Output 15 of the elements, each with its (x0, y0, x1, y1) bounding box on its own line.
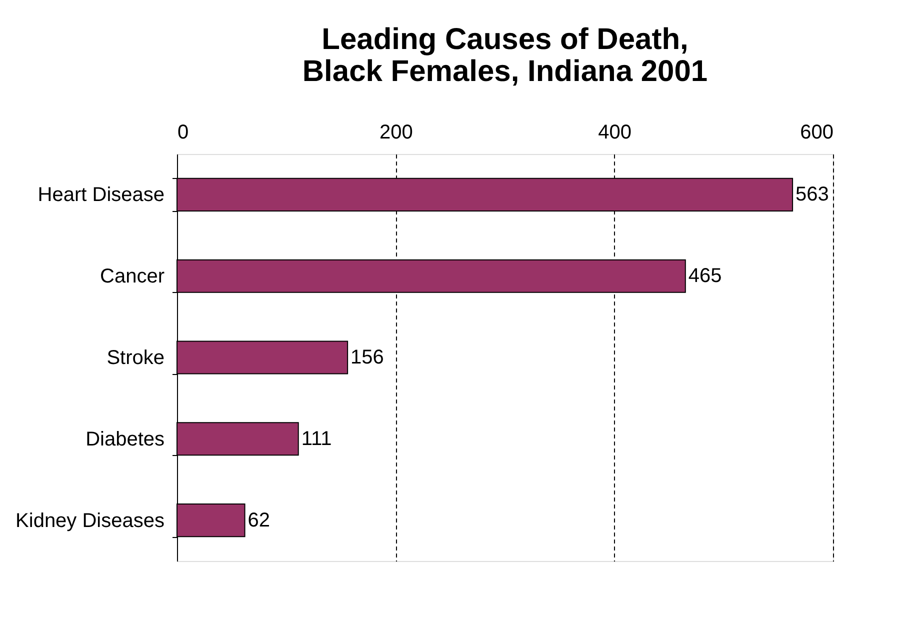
x-tick-label: 400 (598, 122, 632, 144)
y-tick-label: Heart Disease (38, 184, 164, 206)
x-tick-label: 0 (178, 122, 189, 144)
y-tick-label: Kidney Diseases (16, 510, 164, 532)
x-tick-label: 200 (379, 122, 413, 144)
y-tick-label: Cancer (100, 266, 165, 288)
data-label: 465 (688, 265, 722, 288)
y-tick-label: Diabetes (86, 428, 164, 450)
y-tick-label: Stroke (106, 347, 164, 369)
data-label: 111 (301, 428, 332, 450)
data-label: 62 (248, 509, 270, 532)
data-label: 156 (350, 346, 384, 368)
x-tick-label: 600 (800, 122, 834, 144)
data-label: 563 (796, 184, 829, 206)
chart-title: Leading Causes of Death, Black Females, Indiana 2001 (302, 23, 708, 88)
